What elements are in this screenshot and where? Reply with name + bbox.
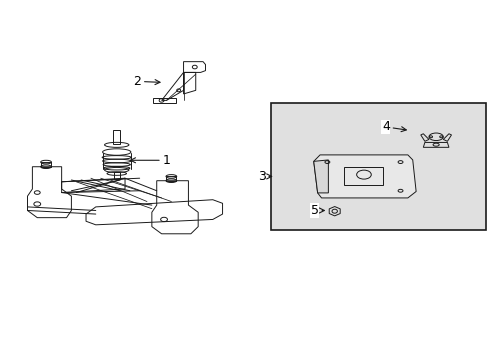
Bar (344, 167, 383, 185)
Text: 3: 3 (257, 170, 271, 183)
Text: 4: 4 (381, 121, 406, 134)
Polygon shape (313, 155, 415, 198)
Bar (41, 162, 51, 167)
Polygon shape (313, 160, 328, 193)
Bar (271, 103, 485, 230)
Bar (113, 130, 120, 144)
Text: 5: 5 (310, 204, 324, 217)
Text: 2: 2 (133, 75, 160, 88)
Bar (166, 176, 176, 181)
Bar (114, 172, 120, 179)
Text: 1: 1 (130, 154, 170, 167)
